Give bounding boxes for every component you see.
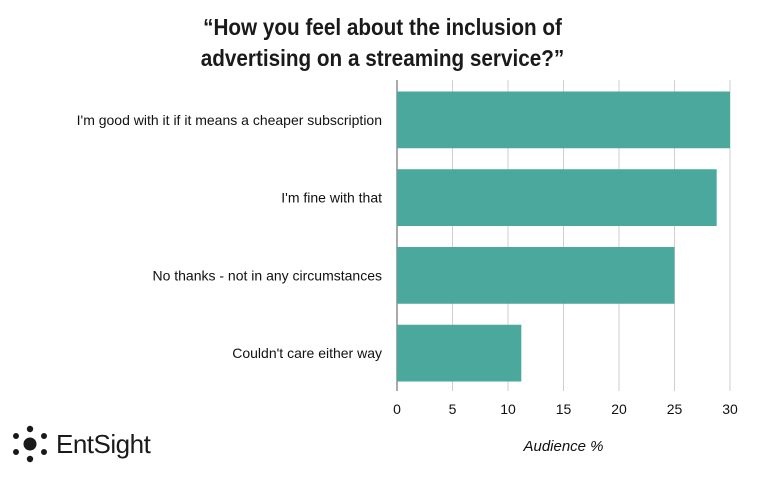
bar — [397, 246, 675, 304]
chart-title-line-2: advertising on a streaming service?” — [200, 45, 565, 71]
entsight-logo: EntSight — [10, 424, 151, 464]
x-axis-title: Audience % — [522, 438, 603, 455]
bar — [397, 324, 522, 382]
chart-title-line-1: “How you feel about the inclusion of — [203, 14, 562, 40]
x-tick-label: 10 — [500, 401, 516, 417]
x-tick-label: 0 — [393, 401, 401, 417]
x-tick-label: 15 — [556, 401, 572, 417]
logo-text: EntSight — [56, 428, 151, 459]
category-label: I'm fine with that — [281, 190, 382, 206]
x-tick-label: 20 — [611, 401, 627, 417]
chart-title: “How you feel about the inclusion of adv… — [38, 12, 727, 74]
category-label: I'm good with it if it means a cheaper s… — [77, 112, 382, 128]
bar — [397, 91, 730, 149]
x-tick-label: 25 — [667, 401, 683, 417]
x-tick-label: 5 — [449, 401, 457, 417]
entsight-logo-icon — [13, 425, 47, 463]
x-tick-label: 30 — [722, 401, 738, 417]
category-label: Couldn't care either way — [232, 345, 382, 361]
category-label: No thanks - not in any circumstances — [152, 267, 382, 283]
bar — [397, 169, 717, 227]
